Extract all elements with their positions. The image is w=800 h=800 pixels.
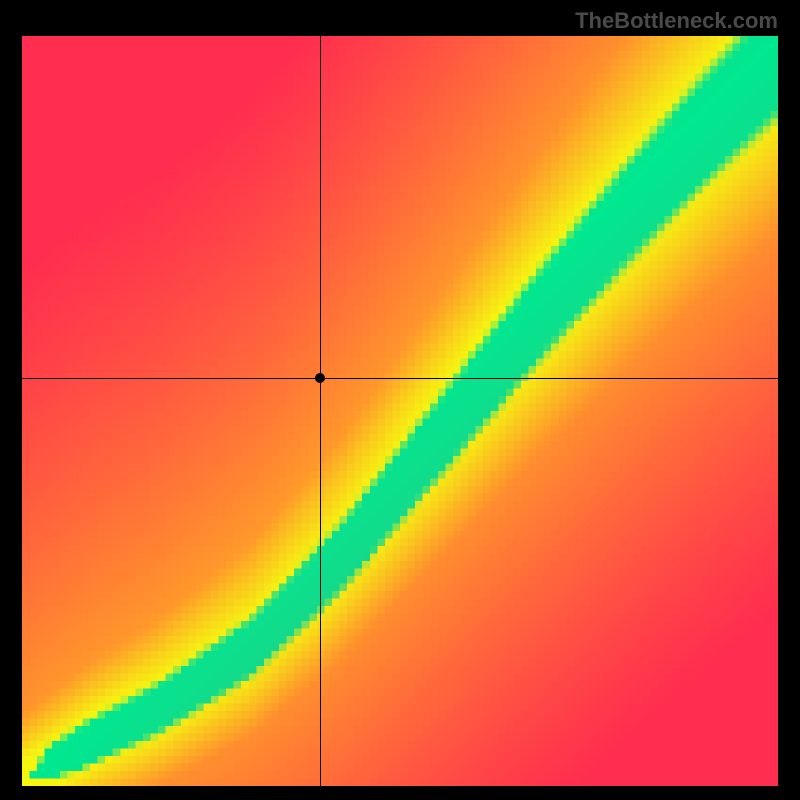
watermark-text: TheBottleneck.com bbox=[575, 8, 778, 34]
heatmap-canvas bbox=[22, 36, 778, 786]
crosshair-horizontal bbox=[22, 378, 778, 379]
marker-dot bbox=[315, 373, 325, 383]
crosshair-vertical bbox=[320, 36, 321, 786]
chart-container: TheBottleneck.com bbox=[0, 0, 800, 800]
plot-area bbox=[22, 36, 778, 786]
